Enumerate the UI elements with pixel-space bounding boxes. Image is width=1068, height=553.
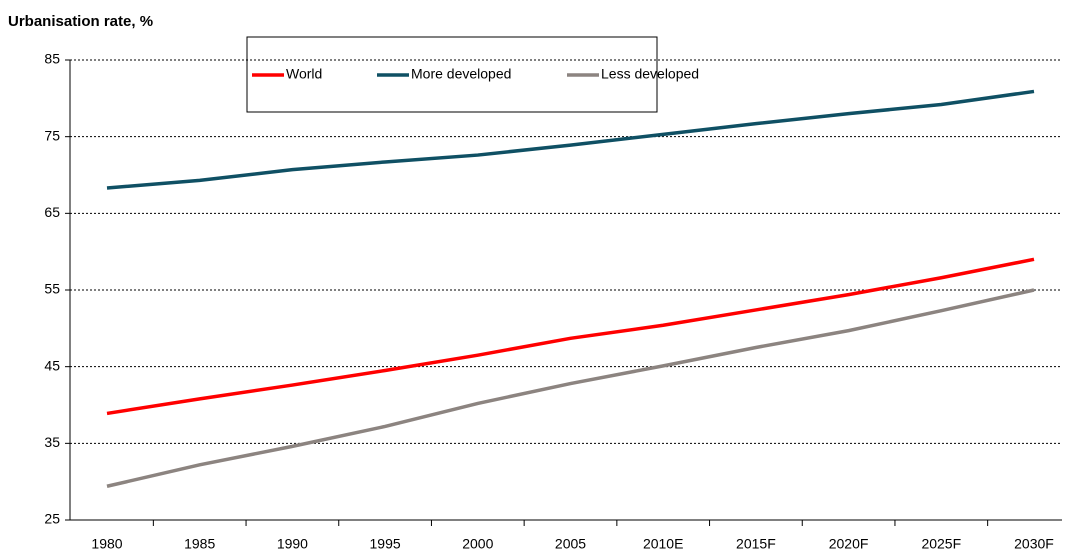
x-tick-label: 2020F	[829, 536, 869, 552]
x-tick-label: 2030F	[1014, 536, 1054, 552]
x-tick-label: 2015F	[736, 536, 776, 552]
y-tick-label: 35	[44, 434, 60, 450]
chart-title: Urbanisation rate, %	[8, 13, 153, 30]
x-tick-label: 1980	[91, 536, 122, 552]
y-tick-label: 85	[44, 51, 60, 67]
line-series	[106, 89, 1035, 190]
x-tick-label: 1985	[184, 536, 215, 552]
y-tick-label: 75	[44, 127, 60, 143]
x-tick-label: 1990	[277, 536, 308, 552]
x-tick-label: 2025F	[921, 536, 961, 552]
line-series	[106, 288, 1035, 488]
x-tick-label: 2010E	[643, 536, 683, 552]
x-tick-label: 2000	[462, 536, 493, 552]
legend-label: World	[286, 66, 322, 82]
legend-label: More developed	[411, 66, 511, 82]
y-tick-label: 65	[44, 204, 60, 220]
y-tick-label: 55	[44, 281, 60, 297]
legend-label: Less developed	[601, 66, 699, 82]
y-tick-label: 45	[44, 357, 60, 373]
x-tick-label: 1995	[370, 536, 401, 552]
y-tick-label: 25	[44, 511, 60, 527]
x-tick-label: 2005	[555, 536, 586, 552]
line-series	[106, 257, 1035, 416]
